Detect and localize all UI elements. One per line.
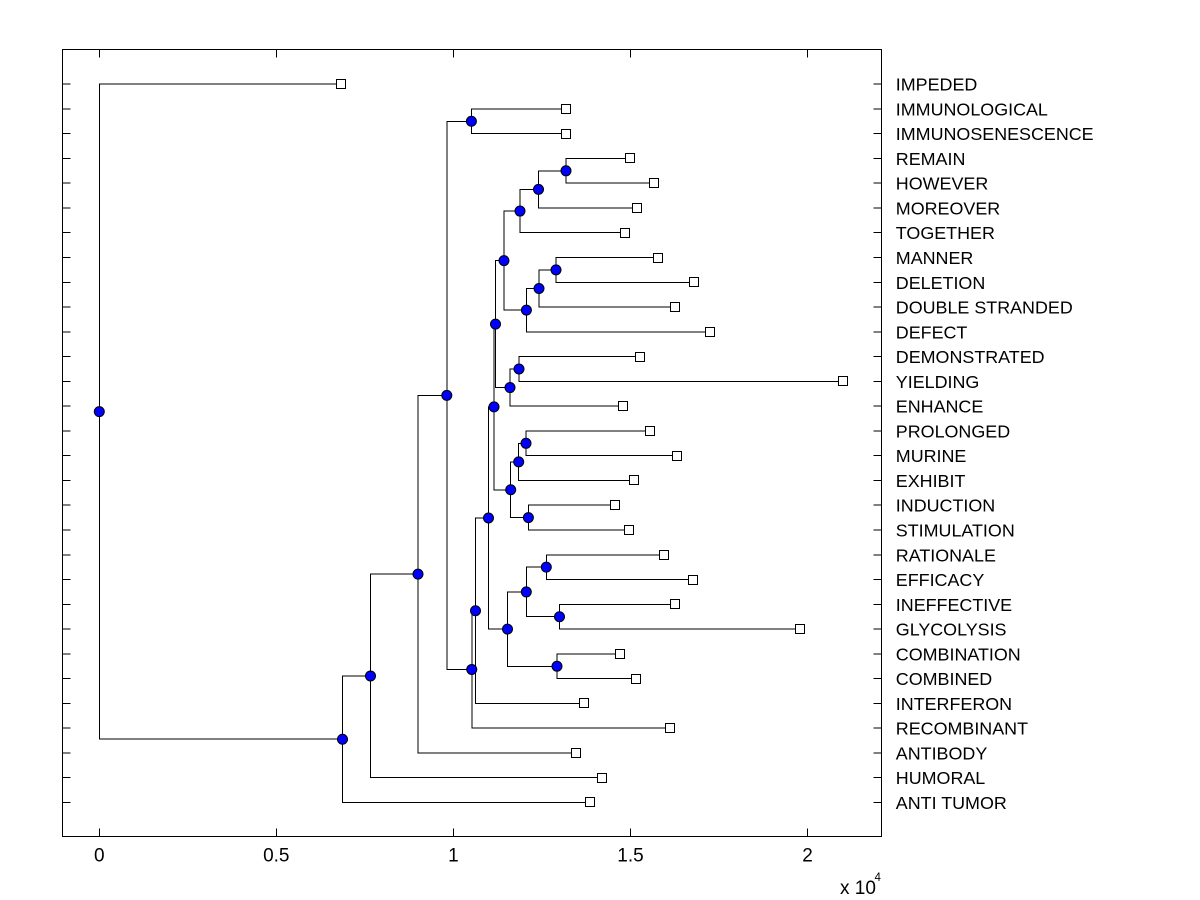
svg-text:x 10: x 10	[840, 878, 876, 899]
svg-text:IMMUNOLOGICAL: IMMUNOLOGICAL	[896, 99, 1048, 119]
svg-text:EXHIBIT: EXHIBIT	[896, 471, 966, 491]
svg-text:STIMULATION: STIMULATION	[896, 521, 1015, 541]
svg-text:TOGETHER: TOGETHER	[896, 223, 995, 243]
svg-text:0: 0	[94, 846, 105, 867]
svg-text:RATIONALE: RATIONALE	[896, 545, 996, 565]
svg-text:IMPEDED: IMPEDED	[896, 75, 978, 95]
svg-text:DEFECT: DEFECT	[896, 322, 968, 342]
svg-text:INTERFERON: INTERFERON	[896, 694, 1012, 714]
svg-text:MANNER: MANNER	[896, 248, 974, 268]
svg-text:ANTIBODY: ANTIBODY	[896, 743, 988, 763]
svg-text:IMMUNOSENESCENCE: IMMUNOSENESCENCE	[896, 124, 1094, 144]
svg-text:ENHANCE: ENHANCE	[896, 397, 984, 417]
svg-text:EFFICACY: EFFICACY	[896, 570, 985, 590]
svg-text:DELETION: DELETION	[896, 273, 985, 293]
svg-text:ANTI TUMOR: ANTI TUMOR	[896, 793, 1007, 813]
svg-text:1.5: 1.5	[617, 846, 643, 867]
svg-text:MURINE: MURINE	[896, 446, 967, 466]
svg-text:0.5: 0.5	[263, 846, 289, 867]
svg-text:HUMORAL: HUMORAL	[896, 768, 986, 788]
svg-text:PROLONGED: PROLONGED	[896, 421, 1010, 441]
svg-text:GLYCOLYSIS: GLYCOLYSIS	[896, 620, 1007, 640]
svg-text:INDUCTION: INDUCTION	[896, 496, 995, 516]
svg-text:2: 2	[802, 846, 813, 867]
svg-text:HOWEVER: HOWEVER	[896, 174, 989, 194]
svg-text:COMBINED: COMBINED	[896, 669, 992, 689]
svg-text:MOREOVER: MOREOVER	[896, 198, 1000, 218]
svg-text:DOUBLE STRANDED: DOUBLE STRANDED	[896, 298, 1073, 318]
svg-text:COMBINATION: COMBINATION	[896, 644, 1021, 664]
svg-text:1: 1	[448, 846, 459, 867]
svg-text:DEMONSTRATED: DEMONSTRATED	[896, 347, 1045, 367]
svg-text:4: 4	[875, 872, 882, 884]
svg-text:YIELDING: YIELDING	[896, 372, 980, 392]
svg-text:INEFFECTIVE: INEFFECTIVE	[896, 595, 1012, 615]
svg-text:REMAIN: REMAIN	[896, 149, 966, 169]
svg-text:RECOMBINANT: RECOMBINANT	[896, 719, 1028, 739]
